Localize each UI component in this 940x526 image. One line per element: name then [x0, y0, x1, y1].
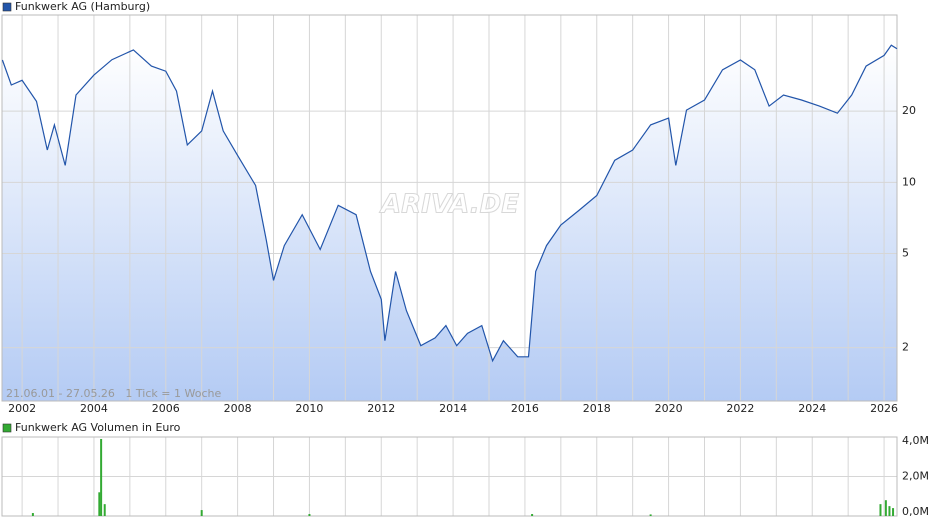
volume-bar	[100, 438, 103, 516]
plot-border	[1, 436, 898, 517]
volume-bar	[200, 510, 203, 516]
y-tick-label: 4,0M	[902, 434, 929, 447]
x-tick-label: 2008	[224, 402, 252, 415]
x-tick-label: 2026	[870, 402, 898, 415]
volume-bar	[31, 513, 34, 516]
volume-bar	[649, 514, 652, 516]
volume-bar	[98, 492, 101, 516]
x-tick-label: 2006	[152, 402, 180, 415]
volume-bar	[308, 514, 311, 516]
x-tick-label: 2004	[80, 402, 108, 415]
plot-border	[1, 14, 898, 402]
volume-bar	[531, 514, 534, 516]
y-tick-label: 10	[902, 175, 916, 188]
y-tick-label: 0,0M	[902, 505, 929, 518]
x-tick-label: 2022	[726, 402, 754, 415]
volume-bar	[884, 500, 887, 516]
y-tick-label: 2	[902, 341, 909, 354]
watermark: ARIVA.DE	[379, 190, 519, 220]
legend-swatch	[2, 423, 12, 433]
volume-bar	[879, 504, 882, 516]
legend-label: Funkwerk AG (Hamburg)	[15, 0, 150, 13]
volume-bar	[888, 506, 891, 516]
x-tick-label: 2012	[367, 402, 395, 415]
volume-bar	[103, 504, 106, 516]
y-tick-label: 20	[902, 104, 916, 117]
x-tick-label: 2024	[798, 402, 826, 415]
x-tick-label: 2014	[439, 402, 467, 415]
x-tick-label: 2016	[511, 402, 539, 415]
x-tick-label: 2002	[8, 402, 36, 415]
legend-swatch	[2, 2, 12, 12]
area	[2, 45, 898, 401]
legend-label: Funkwerk AG Volumen in Euro	[15, 421, 181, 434]
x-tick-label: 2018	[583, 402, 611, 415]
y-tick-label: 5	[902, 247, 909, 260]
annotation: 21.06.01 - 27.05.26 1 Tick = 1 Woche	[6, 387, 221, 400]
y-tick-label: 2,0M	[902, 470, 929, 483]
volume-bar	[892, 508, 895, 516]
price-line	[1, 44, 898, 363]
x-tick-label: 2020	[655, 402, 683, 415]
x-tick-label: 2010	[295, 402, 323, 415]
